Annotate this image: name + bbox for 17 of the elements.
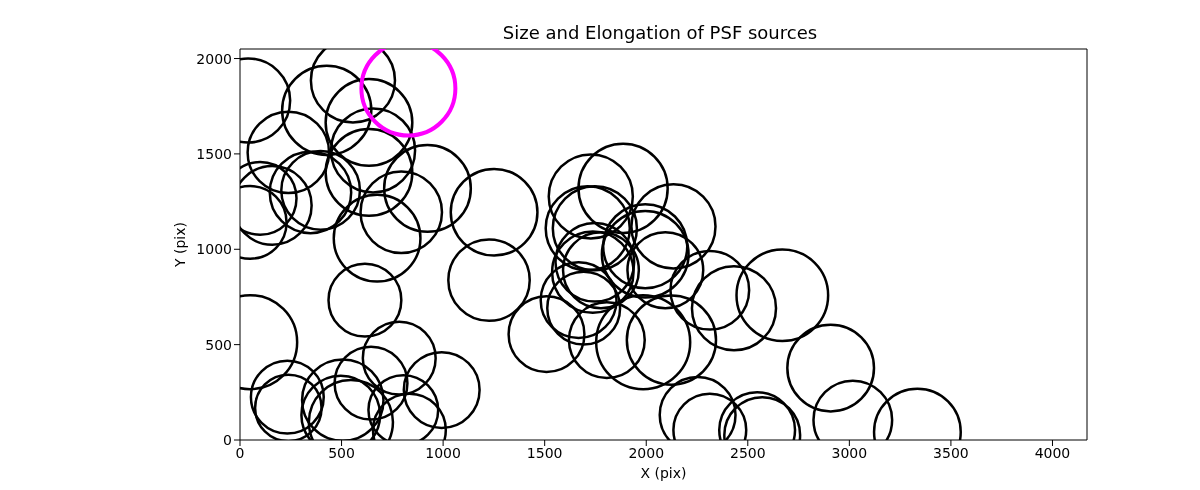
x-tick-label: 3000 [831,444,868,461]
y-tick-label: 500 [205,336,232,353]
x-tick-label: 2500 [729,444,766,461]
y-tick-label: 2000 [196,50,232,67]
x-tick-label: 1000 [425,444,461,461]
x-tick-label: 0 [235,444,245,461]
x-tick-label: 4000 [1034,444,1071,461]
x-tick-label: 2000 [628,444,665,461]
x-tick-label: 1500 [526,444,563,461]
chart-title: Size and Elongation of PSF sources [501,22,819,43]
x-axis-title: X (pix) [640,465,687,481]
y-tick-label: 0 [223,431,232,448]
x-tick-label: 500 [328,444,355,461]
y-tick-label: 1500 [196,145,232,162]
y-tick-label: 1000 [196,241,232,258]
y-axis-title: Y (pix) [171,222,188,268]
x-tick-label: 3500 [933,444,969,461]
